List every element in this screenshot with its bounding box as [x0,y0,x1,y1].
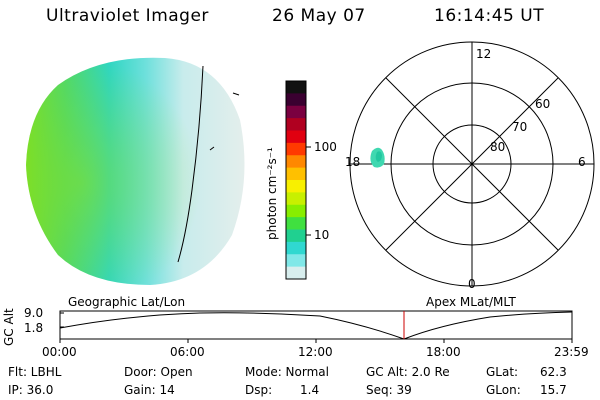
polar-aurora-patch [370,147,385,168]
color-scale-bar [286,81,306,280]
time-tick-1800: 18:00 [426,345,461,359]
altitude-plot [59,310,573,343]
altitude-ylabel: GC Alt [2,308,16,346]
colorbar-segment [286,118,306,131]
gc-alt-info: GC Alt: 2.0 Re [366,365,450,379]
ip-info: IP: 36.0 [8,383,54,397]
colorbar-segment [286,155,306,169]
lat-label-60: 60 [535,97,551,111]
mlt-label-18: 18 [345,155,361,169]
mlt-label-6: 6 [578,155,586,169]
mlt-label-0: 0 [468,277,476,291]
colorbar-segment [286,81,306,94]
earth-image [26,57,245,286]
colorbar-segment [286,217,306,230]
time-tick-1200: 12:00 [298,345,333,359]
colorbar-segment [286,192,306,206]
colorbar-unit-label: photon cm⁻²s⁻¹ [265,147,279,240]
filter-info: Flt: LBHL [8,365,62,379]
lat-label-80: 80 [490,140,506,154]
dsp-label: Dsp: [245,383,273,397]
time-tick-0000: 00:00 [42,345,77,359]
observation-date: 26 May 07 [272,6,366,26]
geographic-label: Geographic Lat/Lon [68,295,186,309]
seq-info: Seq: 39 [366,383,412,397]
colorbar-segment [286,130,306,144]
glon-value: 15.7 [540,383,567,397]
app-title: Ultraviolet Imager [46,6,209,26]
colorbar-tick-100: 100 [314,140,337,154]
glat-label: GLat: [486,365,519,379]
time-tick-2359: 23:59 [554,345,589,359]
colorbar-segment [286,105,306,119]
colorbar-segment [286,180,306,193]
colorbar-segment [286,229,306,243]
colorbar-segment [286,254,306,268]
colorbar-tick-10: 10 [314,228,330,242]
colorbar-segment [286,266,306,280]
grid-tick [209,146,215,151]
gain-info: Gain: 14 [124,383,175,397]
grid-tick [232,92,240,96]
time-tick-0600: 06:00 [170,345,205,359]
colorbar-segment [286,93,306,107]
glon-label: GLon: [486,383,521,397]
altitude-curve [59,311,573,340]
colorbar-segment [286,167,306,181]
mode-info: Mode: Normal [245,365,329,379]
colorbar-segment [286,204,306,218]
lat-label-70: 70 [512,120,528,134]
dsp-value: 1.4 [300,383,320,397]
glat-value: 62.3 [540,365,567,379]
mlt-label-12: 12 [476,47,492,61]
colorbar-segment [286,142,306,156]
altitude-ytick-high: 9.0 [24,306,44,320]
observation-time: 16:14:45 UT [434,6,545,26]
door-info: Door: Open [124,365,193,379]
terminator-line [177,65,204,263]
apex-label: Apex MLat/MLT [426,295,516,309]
altitude-ytick-low: 1.8 [24,321,44,335]
colorbar-segment [286,241,306,255]
apex-polar-plot [349,41,595,287]
